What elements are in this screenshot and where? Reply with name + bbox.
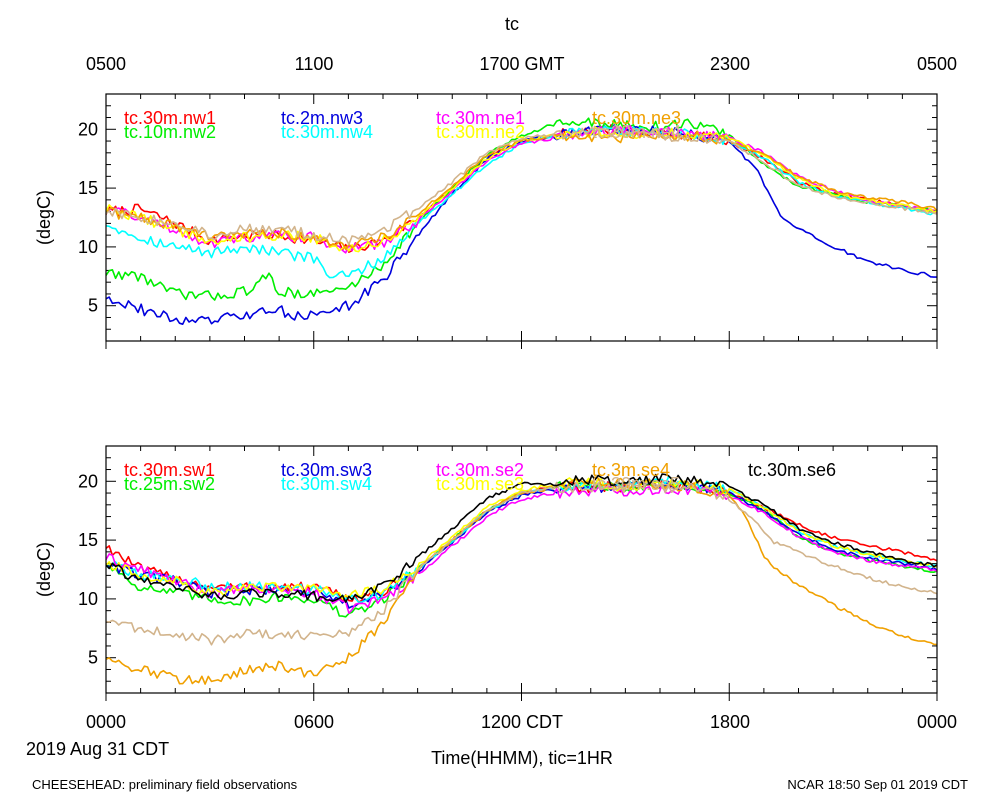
bottom-panel-ylabel: (degC) — [34, 542, 54, 597]
bottom-panel-ytick-label: 5 — [88, 648, 98, 668]
top-panel-legend-tc.30m.ne4: tc.30m.ne4 — [592, 122, 681, 142]
top-panel-ytick-label: 10 — [78, 237, 98, 257]
top-panel-series-tc.10m.nw2 — [105, 117, 938, 301]
top-panel-ticks: 5 10 15 20 — [78, 93, 938, 349]
top-panel-legend-tc.30m.ne1: tc.30m.ne1 — [436, 108, 525, 128]
bottom-tick-label: 1200 CDT — [481, 712, 563, 732]
bottom-panel-legend-tc.3m.se4: tc.3m.se4 — [592, 460, 670, 480]
top-panel-legend-tc.30m.nw1: tc.30m.nw1 — [124, 108, 216, 128]
bottom-panel-ytick-label: 15 — [78, 530, 98, 550]
top-tick-label: 2300 — [710, 54, 750, 74]
top-panel-series-tc.30m.nw4 — [105, 125, 938, 279]
top-panel-series — [105, 117, 938, 325]
bottom-panel-legend-tc.30m.sw4: tc.30m.sw4 — [281, 474, 372, 494]
bottom-panel-legend-tc.30m.se6: tc.30m.se6 — [748, 460, 836, 480]
bottom-panel-legend-tc.30m.se3: tc.30m.se3 — [436, 474, 524, 494]
bottom-tick-label: 1800 — [710, 712, 750, 732]
bottom-panel-series-tc.3m.se4 — [105, 476, 938, 685]
bottom-panel-legend-tc.30m.se2: tc.30m.se2 — [436, 460, 524, 480]
top-panel-legend-tc.30m.ne2: tc.30m.ne2 — [436, 122, 525, 142]
top-tick-label: 0500 — [86, 54, 126, 74]
top-panel-frame — [105, 93, 938, 342]
bottom-panel-legend-tc.30m.se5: tc.30m.se5 — [592, 474, 680, 494]
x-axis-label: Time(HHMM), tic=1HR — [431, 748, 613, 768]
chart-title: tc — [505, 14, 519, 34]
top-panel-series-tc.2m.nw3 — [105, 124, 937, 325]
top-panel-series-tc.30m.ne4 — [105, 125, 938, 246]
bottom-tick-label: 0600 — [294, 712, 334, 732]
bottom-panel-legend-tc.30m.sw1: tc.30m.sw1 — [124, 460, 215, 480]
bottom-panel-series-tc.30m.se2 — [105, 484, 938, 614]
top-panel-ytick-label: 20 — [78, 119, 98, 139]
bottom-axis-labels: 0000 0600 1200 CDT 1800 0000 2019 Aug 31… — [26, 712, 957, 768]
bottom-panel-ytick-label: 20 — [78, 471, 98, 491]
top-tick-label: 1100 — [295, 54, 334, 74]
top-panel-legend-tc.30m.ne3: tc.30m.ne3 — [592, 108, 681, 128]
bottom-panel-legend-tc.25m.sw2: tc.25m.sw2 — [124, 474, 215, 494]
top-panel-ytick-label: 5 — [88, 296, 98, 316]
top-tick-label: 0500 — [917, 54, 957, 74]
bottom-tick-label: 0000 — [86, 712, 126, 732]
bottom-panel-series-tc.30m.se5 — [105, 481, 938, 646]
top-panel-ylabel: (degC) — [34, 190, 54, 245]
bottom-panel-legend-tc.30m.sw3: tc.30m.sw3 — [281, 460, 372, 480]
bottom-panel-series — [105, 473, 938, 685]
footer-left: CHEESEHEAD: preliminary field observatio… — [32, 777, 298, 792]
top-panel-ytick-label: 15 — [78, 178, 98, 198]
date-label: 2019 Aug 31 CDT — [26, 739, 169, 759]
bottom-panel-series-tc.30m.se6 — [105, 473, 938, 603]
top-panel-legend-tc.30m.nw4: tc.30m.nw4 — [281, 122, 373, 142]
bottom-panel-series-tc.30m.se3 — [105, 477, 938, 600]
footer-right: NCAR 18:50 Sep 01 2019 CDT — [787, 777, 968, 792]
top-panel-legend-tc.10m.nw2: tc.10m.nw2 — [124, 122, 216, 142]
bottom-panel-ytick-label: 10 — [78, 589, 98, 609]
top-axis-labels: 0500 1100 1700 GMT 2300 0500 — [86, 54, 957, 74]
top-panel-series-tc.30m.ne3 — [105, 130, 938, 251]
top-tick-label: 1700 GMT — [479, 54, 564, 74]
bottom-tick-label: 0000 — [917, 712, 957, 732]
top-panel-legend-tc.2m.nw3: tc.2m.nw3 — [281, 108, 363, 128]
bottom-panel-frame — [105, 445, 938, 694]
